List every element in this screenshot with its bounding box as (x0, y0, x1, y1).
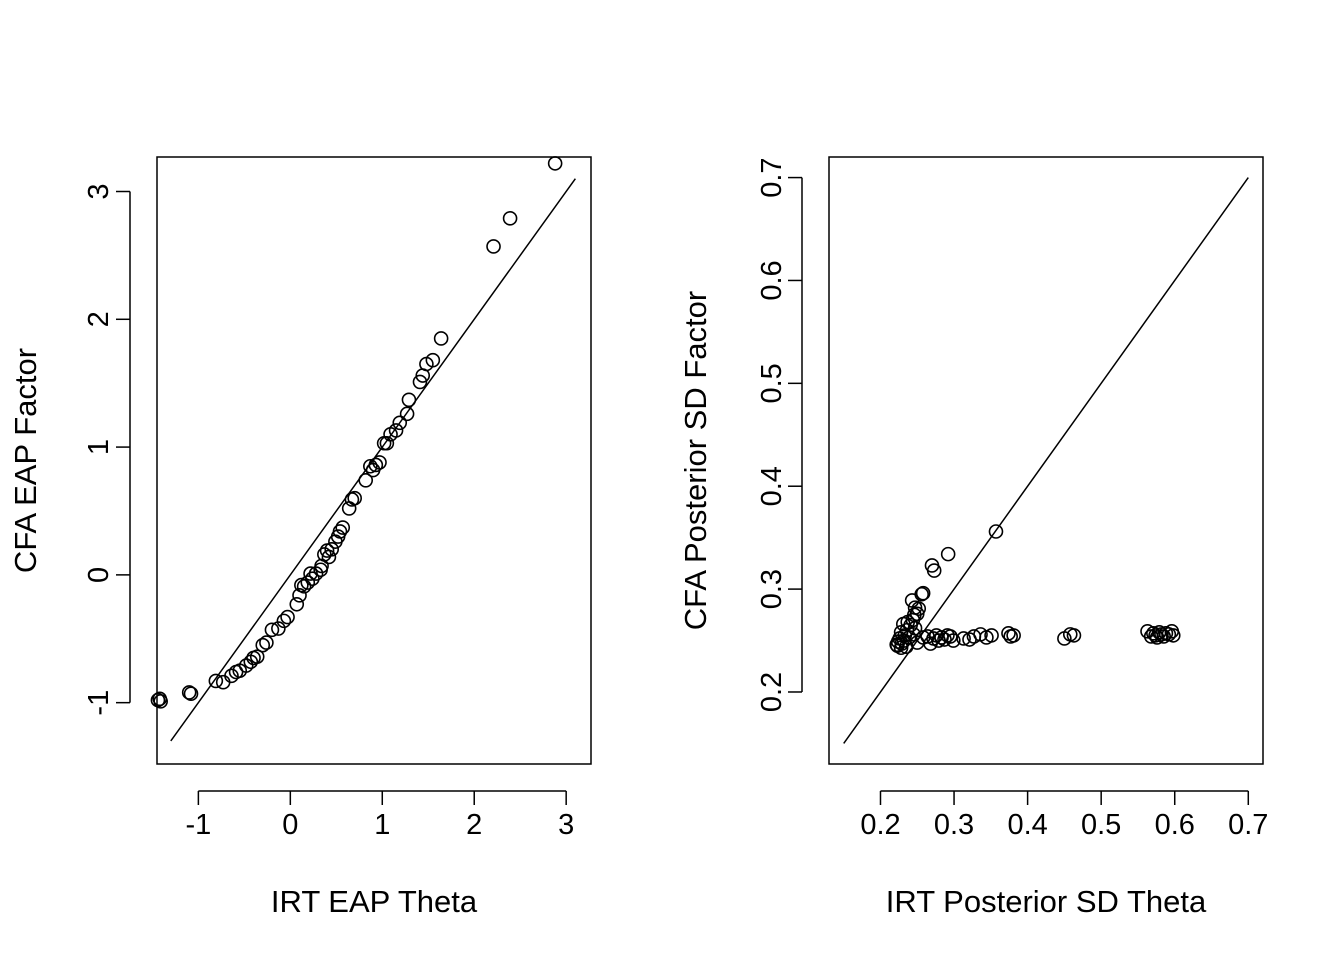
y-tick-label: 0.2 (756, 672, 788, 712)
y-tick-label: 3 (83, 183, 115, 199)
data-point (399, 406, 415, 422)
identity-line (843, 177, 1249, 744)
data-point (271, 621, 286, 636)
x-axis-label: IRT EAP Theta (271, 884, 478, 919)
data-point (294, 577, 309, 593)
data-point (502, 211, 518, 226)
x-tick-label: 1 (374, 809, 390, 841)
y-tick-label: 0.4 (756, 466, 788, 506)
data-point (1165, 628, 1181, 643)
y-axis-label: CFA EAP Factor (8, 348, 43, 573)
x-tick-label: 0.3 (934, 809, 974, 841)
data-point (890, 638, 905, 653)
data-point (1006, 628, 1021, 643)
x-tick-label: 0 (282, 809, 298, 841)
x-tick-label: 0.6 (1155, 809, 1195, 841)
data-point (292, 588, 307, 603)
data-point (392, 415, 408, 431)
data-point (264, 622, 280, 638)
plot-frame (828, 156, 1264, 765)
y-tick-label: -1 (83, 690, 115, 716)
data-point (183, 686, 199, 702)
data-point (276, 613, 292, 629)
x-tick-label: 2 (466, 809, 482, 841)
data-point (915, 585, 931, 601)
data-point (956, 631, 971, 646)
data-point (228, 664, 244, 680)
data-point (940, 546, 956, 562)
y-tick-label: 2 (83, 311, 115, 327)
data-point (259, 635, 274, 650)
data-point (926, 563, 942, 578)
data-point (303, 566, 318, 581)
data-point (153, 694, 168, 709)
x-tick-label: -1 (185, 809, 211, 841)
data-point (255, 637, 271, 653)
data-point (486, 239, 501, 254)
data-point (365, 462, 381, 478)
data-point (208, 673, 224, 689)
x-axis-label: IRT Posterior SD Theta (886, 884, 1207, 919)
data-point (415, 368, 431, 383)
data-point (358, 473, 374, 488)
data-point (984, 628, 999, 643)
data-point (335, 520, 351, 535)
data-point (946, 633, 961, 648)
data-point (246, 650, 261, 666)
data-point (300, 575, 316, 590)
y-tick-label: 0.6 (756, 260, 788, 300)
x-tick-label: 0.4 (1007, 809, 1047, 841)
data-point (433, 331, 449, 346)
data-point (280, 609, 295, 625)
data-point (289, 596, 305, 612)
y-tick-label: 0.5 (756, 363, 788, 403)
data-point (341, 501, 357, 516)
scatter-panel-posterior-sd: 0.2 0.3 0.4 0.5 0.6 0.7 0.2 0.3 0.4 0.5 0.6 0.7 IRT … (678, 156, 1268, 919)
y-tick-label: 1 (83, 439, 115, 455)
data-point (344, 492, 360, 507)
data-point (215, 674, 231, 690)
data-point (243, 654, 259, 670)
data-point (319, 543, 335, 558)
plot-frame (156, 156, 592, 765)
scatter-panel-eap: -1 0 1 2 3 -1 0 1 2 3 IRT EAP Theta CFA EAP Factor (8, 156, 592, 919)
x-tick-label: 0.5 (1081, 809, 1121, 841)
y-tick-label: 0 (83, 567, 115, 583)
data-point (401, 392, 417, 408)
data-point (904, 593, 920, 608)
x-tick-label: 0.7 (1228, 809, 1268, 841)
y-axis-label: CFA Posterior SD Factor (678, 291, 713, 630)
data-point (313, 562, 328, 578)
y-tick-label: 0.7 (756, 157, 788, 197)
data-point (328, 534, 343, 549)
data-point (1066, 628, 1082, 643)
data-point (181, 685, 197, 700)
data-point (363, 458, 378, 474)
x-tick-label: 0.2 (860, 809, 900, 841)
data-point (317, 547, 332, 562)
x-tick-label: 3 (558, 809, 574, 841)
y-tick-label: 0.3 (756, 569, 788, 609)
data-point (376, 435, 392, 451)
data-point (988, 524, 1004, 539)
data-point (547, 156, 563, 171)
data-point (412, 374, 428, 390)
